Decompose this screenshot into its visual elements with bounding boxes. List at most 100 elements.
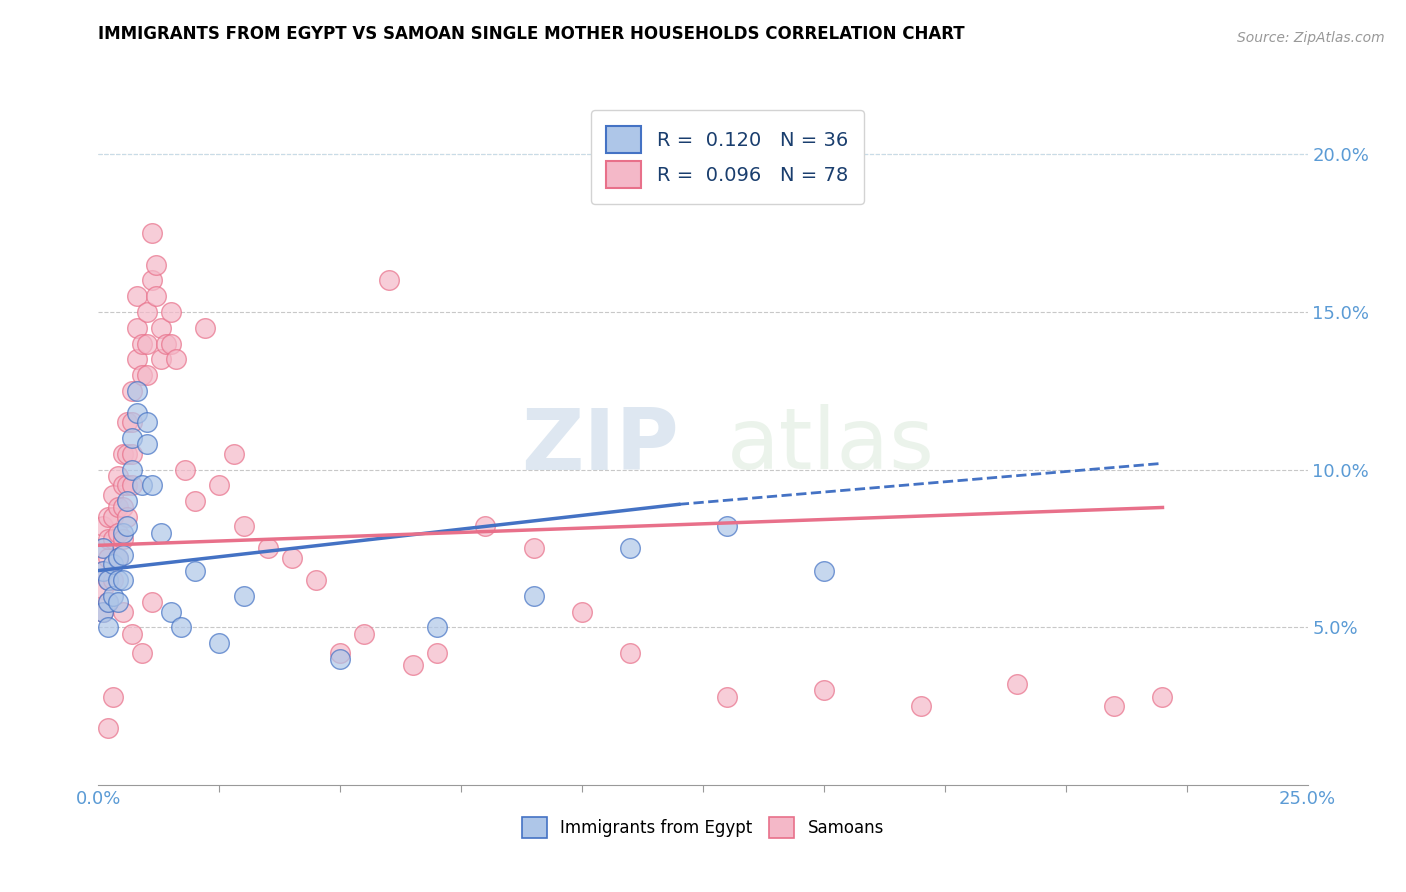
Point [141, 273, 163, 287]
Point [131, 478, 153, 492]
Point [127, 320, 149, 334]
Point [184, 564, 207, 578]
Point [474, 519, 496, 533]
Point [117, 494, 139, 508]
Point [208, 636, 231, 650]
Point [101, 573, 124, 587]
Point [619, 646, 641, 660]
Point [111, 605, 134, 619]
Point [121, 447, 143, 461]
Point [813, 683, 835, 698]
Point [91, 541, 114, 556]
Point [131, 646, 153, 660]
Point [131, 336, 153, 351]
Point [111, 573, 134, 587]
Point [107, 525, 129, 540]
Point [121, 478, 143, 492]
Point [117, 478, 139, 492]
Text: Source: ZipAtlas.com: Source: ZipAtlas.com [1237, 31, 1385, 45]
Point [101, 532, 124, 546]
Point [232, 519, 254, 533]
Point [97, 620, 120, 634]
Point [127, 352, 149, 367]
Point [716, 690, 738, 704]
Point [426, 646, 449, 660]
Point [571, 605, 593, 619]
Point [121, 626, 143, 640]
Point [97, 595, 120, 609]
Point [107, 550, 129, 565]
Point [97, 573, 120, 587]
Point [1102, 699, 1125, 714]
Point [222, 447, 245, 461]
Point [169, 620, 191, 634]
Point [91, 541, 114, 556]
Point [91, 564, 114, 578]
Point [131, 368, 153, 382]
Point [111, 478, 134, 492]
Point [165, 352, 187, 367]
Point [160, 336, 183, 351]
Point [523, 589, 546, 603]
Point [107, 469, 129, 483]
Point [377, 273, 399, 287]
Point [121, 463, 143, 477]
Point [145, 258, 167, 272]
Point [150, 352, 173, 367]
Point [127, 406, 149, 420]
Point [107, 550, 129, 565]
Point [121, 415, 143, 429]
Point [135, 437, 157, 451]
Point [329, 652, 352, 666]
Point [127, 289, 149, 303]
Point [256, 541, 278, 556]
Point [97, 550, 120, 565]
Point [111, 525, 134, 540]
Legend: Immigrants from Egypt, Samoans: Immigrants from Egypt, Samoans [516, 811, 890, 845]
Point [523, 541, 546, 556]
Point [91, 605, 114, 619]
Point [155, 336, 177, 351]
Text: ZIP: ZIP [522, 404, 679, 488]
Point [305, 573, 328, 587]
Point [107, 595, 129, 609]
Point [117, 510, 139, 524]
Point [141, 595, 163, 609]
Point [135, 415, 157, 429]
Point [135, 368, 157, 382]
Point [232, 589, 254, 603]
Point [121, 384, 143, 398]
Point [141, 226, 163, 240]
Point [145, 289, 167, 303]
Point [910, 699, 932, 714]
Point [716, 519, 738, 533]
Point [160, 605, 183, 619]
Point [97, 573, 120, 587]
Point [101, 589, 124, 603]
Point [97, 721, 120, 735]
Point [111, 500, 134, 515]
Point [150, 525, 173, 540]
Point [91, 564, 114, 578]
Point [97, 595, 120, 609]
Title: IMMIGRANTS FROM EGYPT VS SAMOAN SINGLE MOTHER HOUSEHOLDS CORRELATION CHART: IMMIGRANTS FROM EGYPT VS SAMOAN SINGLE M… [98, 25, 965, 43]
Point [101, 558, 124, 572]
Point [150, 320, 173, 334]
Point [160, 305, 183, 319]
Point [184, 494, 207, 508]
Point [329, 646, 352, 660]
Point [135, 305, 157, 319]
Point [194, 320, 217, 334]
Point [353, 626, 375, 640]
Text: atlas: atlas [727, 404, 935, 488]
Point [1007, 677, 1029, 691]
Point [426, 620, 449, 634]
Point [101, 488, 124, 502]
Point [1152, 690, 1174, 704]
Point [208, 478, 231, 492]
Point [117, 415, 139, 429]
Y-axis label: Single Mother Households: Single Mother Households [0, 338, 8, 554]
Point [107, 573, 129, 587]
Point [117, 447, 139, 461]
Point [101, 510, 124, 524]
